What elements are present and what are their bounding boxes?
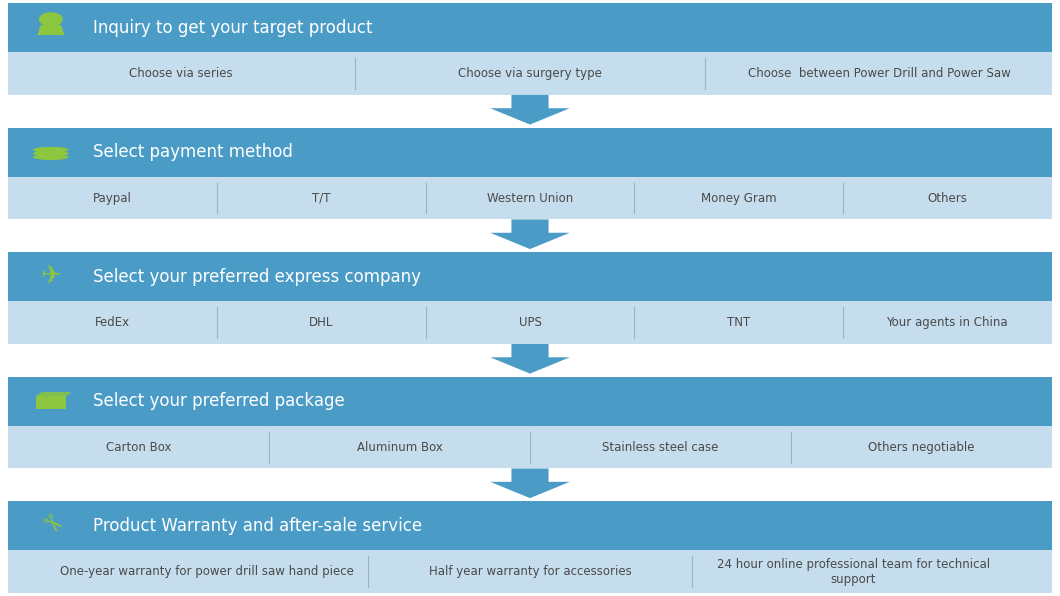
Ellipse shape (33, 151, 69, 156)
Circle shape (39, 13, 63, 26)
Text: Your agents in China: Your agents in China (886, 316, 1008, 329)
Text: Western Union: Western Union (487, 191, 573, 204)
Text: DHL: DHL (310, 316, 334, 329)
Text: Carton Box: Carton Box (106, 440, 172, 454)
Polygon shape (490, 344, 570, 374)
Text: 24 hour online professional team for technical
support: 24 hour online professional team for tec… (717, 558, 990, 586)
Text: Select payment method: Select payment method (93, 143, 294, 161)
Text: Choose via surgery type: Choose via surgery type (458, 67, 602, 80)
Polygon shape (490, 468, 570, 498)
Polygon shape (37, 25, 65, 35)
FancyBboxPatch shape (8, 128, 1052, 177)
Ellipse shape (33, 154, 69, 160)
Text: Money Gram: Money Gram (701, 191, 776, 204)
FancyBboxPatch shape (8, 3, 1052, 52)
Ellipse shape (33, 147, 69, 153)
Text: TNT: TNT (727, 316, 750, 329)
Text: UPS: UPS (518, 316, 542, 329)
Text: Select your preferred package: Select your preferred package (93, 392, 344, 410)
Text: Aluminum Box: Aluminum Box (356, 440, 443, 454)
FancyBboxPatch shape (8, 377, 1052, 426)
Text: FedEx: FedEx (95, 316, 130, 329)
FancyBboxPatch shape (8, 550, 1052, 593)
FancyBboxPatch shape (8, 52, 1052, 95)
Text: Choose  between Power Drill and Power Saw: Choose between Power Drill and Power Saw (748, 67, 1011, 80)
FancyBboxPatch shape (8, 426, 1052, 468)
Text: ✂: ✂ (35, 510, 67, 542)
Text: Half year warranty for accessories: Half year warranty for accessories (428, 565, 632, 578)
Text: Stainless steel case: Stainless steel case (602, 440, 719, 454)
Polygon shape (490, 219, 570, 249)
Text: ✈: ✈ (40, 265, 61, 288)
FancyBboxPatch shape (8, 501, 1052, 550)
Text: Select your preferred express company: Select your preferred express company (93, 268, 421, 285)
Polygon shape (36, 392, 72, 396)
FancyBboxPatch shape (8, 177, 1052, 219)
Text: Product Warranty and after-sale service: Product Warranty and after-sale service (93, 517, 422, 535)
Text: T/T: T/T (312, 191, 331, 204)
Text: Others negotiable: Others negotiable (868, 440, 974, 454)
FancyBboxPatch shape (8, 252, 1052, 301)
Text: One-year warranty for power drill saw hand piece: One-year warranty for power drill saw ha… (59, 565, 354, 578)
Text: Choose via series: Choose via series (128, 67, 232, 80)
Text: Inquiry to get your target product: Inquiry to get your target product (93, 18, 373, 36)
FancyBboxPatch shape (8, 301, 1052, 344)
Polygon shape (36, 396, 66, 409)
Text: Others: Others (928, 191, 967, 204)
Polygon shape (490, 95, 570, 125)
Text: Paypal: Paypal (93, 191, 132, 204)
